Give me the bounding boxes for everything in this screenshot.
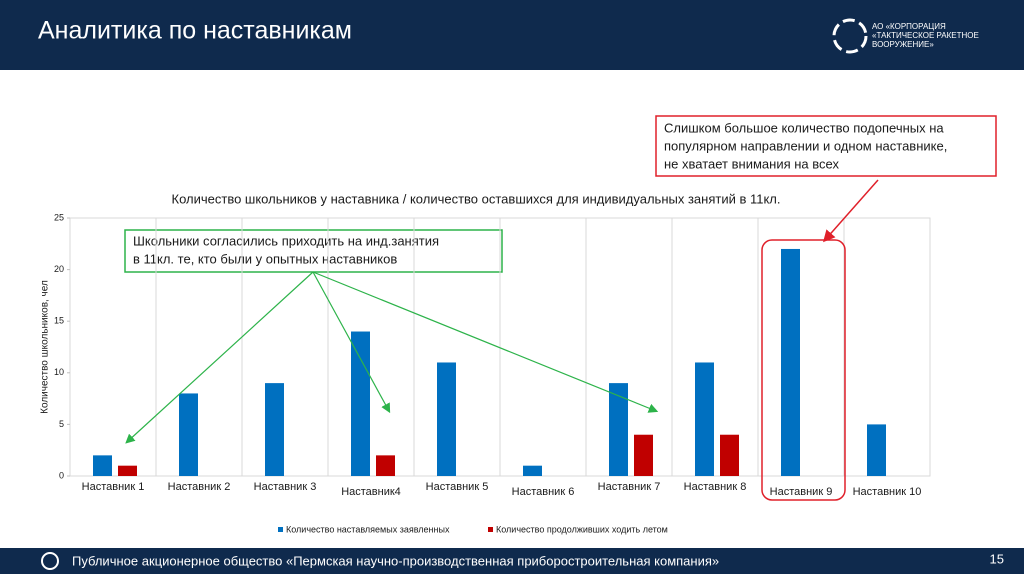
logo-text: АО «КОРПОРАЦИЯ xyxy=(872,22,946,31)
bar xyxy=(179,393,198,476)
legend-label: Количество продолживших ходить летом xyxy=(496,524,668,534)
y-tick-label: 25 xyxy=(54,212,64,222)
x-tick-label: Наставник 5 xyxy=(426,481,489,493)
highlight-box xyxy=(761,239,846,501)
arrow xyxy=(823,179,879,243)
x-tick-label: Наставник 8 xyxy=(684,481,747,493)
annotation-text: не хватает внимания на всех xyxy=(664,156,839,171)
bar xyxy=(93,455,112,476)
x-tick-label: Наставник4 xyxy=(341,486,401,498)
y-tick-label: 5 xyxy=(59,419,64,429)
logo-text: «ТАКТИЧЕСКОЕ РАКЕТНОЕ xyxy=(872,31,979,40)
slide-title: Аналитика по наставникам xyxy=(38,17,352,45)
y-tick-label: 10 xyxy=(54,367,64,377)
bar xyxy=(781,248,800,476)
y-axis-label: Количество школьников, чел xyxy=(40,280,51,414)
bar xyxy=(376,455,395,476)
annotation-text: в 11кл. те, кто были у опытных наставник… xyxy=(133,251,397,266)
footer-text: Публичное акционерное общество «Пермская… xyxy=(72,553,719,568)
bar xyxy=(351,331,370,476)
annotation-text: Слишком большое количество подопечных на xyxy=(664,120,944,135)
bar xyxy=(720,434,739,476)
arrow xyxy=(312,271,659,413)
bar xyxy=(609,383,628,476)
arrow xyxy=(125,271,314,444)
y-tick-label: 15 xyxy=(54,316,64,326)
chart-title: Количество школьников у наставника / кол… xyxy=(172,191,781,206)
bar xyxy=(437,362,456,476)
logo-text: ВООРУЖЕНИЕ» xyxy=(872,40,934,49)
bar xyxy=(265,383,284,476)
annotation-text: популярном направлении и одном наставник… xyxy=(664,138,947,153)
logo: АО «КОРПОРАЦИЯ «ТАКТИЧЕСКОЕ РАКЕТНОЕ ВОО… xyxy=(832,18,979,54)
page-number: 15 xyxy=(990,551,1004,566)
x-tick-label: Наставник 7 xyxy=(598,481,661,493)
x-tick-label: Наставник 3 xyxy=(254,481,317,493)
bar xyxy=(867,424,886,476)
bar xyxy=(634,434,653,476)
header-bar xyxy=(0,0,1024,70)
bar xyxy=(523,465,542,476)
x-tick-label: Наставник 10 xyxy=(853,486,922,498)
x-tick-label: Наставник 1 xyxy=(82,481,145,493)
legend-label: Количество наставляемых заявленных xyxy=(286,524,450,534)
bar xyxy=(118,465,137,476)
y-tick-label: 0 xyxy=(59,470,64,480)
annotation-box xyxy=(655,115,997,177)
x-tick-label: Наставник 9 xyxy=(770,486,833,498)
arrow xyxy=(312,271,391,414)
arrows xyxy=(125,179,879,501)
plot: 0 5 10 15 20 25 Наставник 1 Наставник 2 Наставни… xyxy=(54,212,931,534)
legend-swatch xyxy=(278,527,283,532)
annotation-text: Школьники согласились приходить на инд.з… xyxy=(133,233,439,248)
footer-icon xyxy=(41,552,59,570)
bar xyxy=(695,362,714,476)
logo-mark xyxy=(832,18,868,54)
y-tick-label: 20 xyxy=(54,264,64,274)
footer-bar xyxy=(0,548,1024,574)
legend-swatch xyxy=(488,527,493,532)
x-tick-label: Наставник 2 xyxy=(168,481,231,493)
x-tick-label: Наставник 6 xyxy=(512,486,575,498)
